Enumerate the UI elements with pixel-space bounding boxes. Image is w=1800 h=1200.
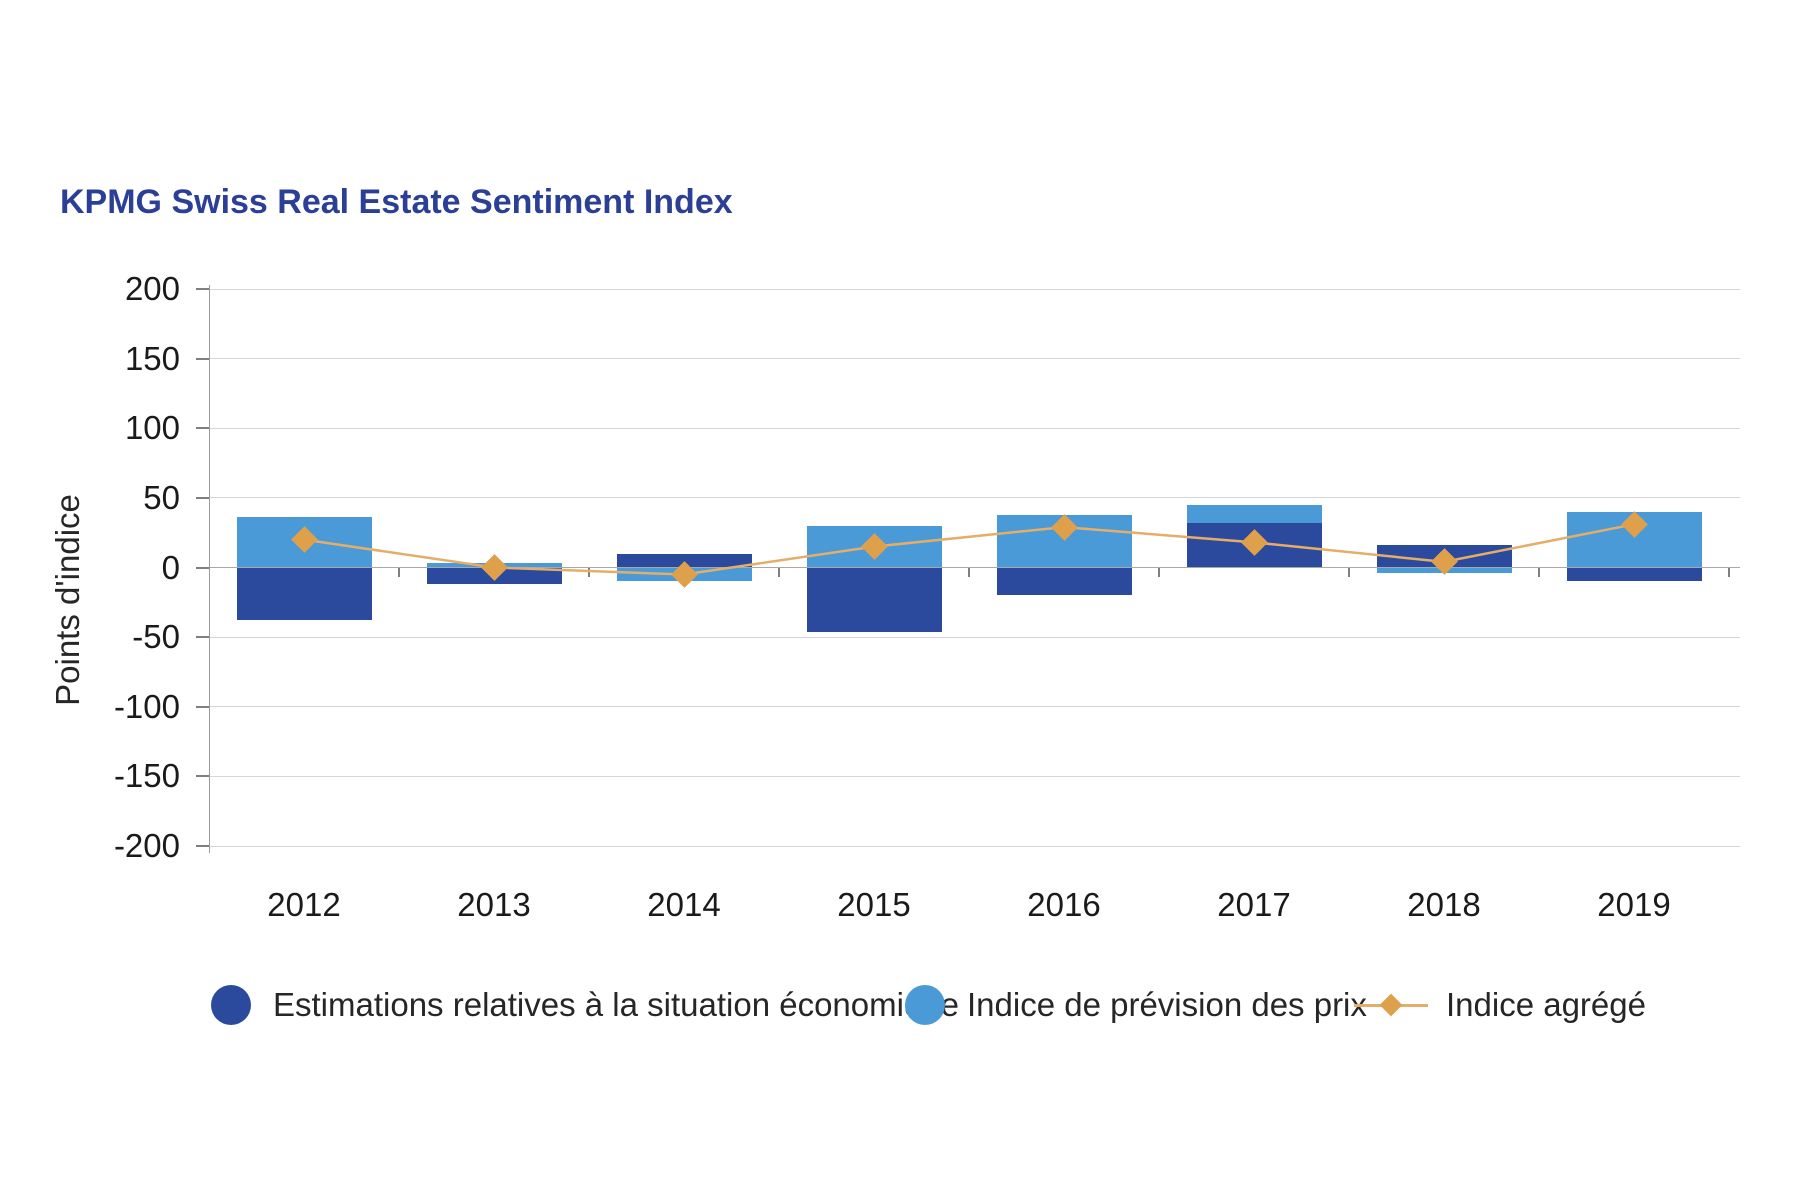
- y-axis-tick--50: [196, 636, 209, 639]
- legend: Estimations relatives à la situation éco…: [0, 982, 1800, 1028]
- y-axis-tick-50: [196, 496, 209, 499]
- zero-line-tick-4: [968, 567, 970, 577]
- y-axis-tick-100: [196, 427, 209, 430]
- zero-line-tick-2: [588, 567, 590, 577]
- y-tick-label--50: -50: [132, 618, 180, 656]
- economic-estimates-swatch: [211, 985, 251, 1025]
- zero-line-tick-8: [1728, 567, 1730, 577]
- legend-item-price-forecast: Indice de prévision des prix: [905, 982, 1367, 1028]
- chart-title: KPMG Swiss Real Estate Sentiment Index: [60, 183, 733, 221]
- y-tick-label-150: 150: [124, 339, 180, 377]
- bar-price-2017: [1186, 504, 1322, 523]
- y-axis-tick-0: [196, 566, 209, 569]
- x-label-2019: 2019: [1597, 886, 1671, 923]
- y-tick-label--200: -200: [113, 827, 180, 864]
- x-label-2014: 2014: [647, 886, 721, 923]
- gridline-150: [209, 358, 1740, 360]
- y-tick-label--100: -100: [113, 687, 180, 725]
- zero-line-tick-5: [1158, 567, 1160, 577]
- y-tick-label-200: 200: [124, 270, 180, 307]
- price-forecast-swatch: [905, 985, 945, 1025]
- legend-label-price-forecast: Indice de prévision des prix: [967, 986, 1367, 1023]
- legend-label-aggregate-index: Indice agrégé: [1446, 986, 1646, 1023]
- zero-line-tick-7: [1538, 567, 1540, 577]
- y-tick-label-100: 100: [124, 409, 180, 447]
- gridline--100: [209, 706, 1740, 708]
- y-axis-tick--200: [196, 845, 209, 847]
- bar-economic-2019: [1566, 567, 1702, 582]
- y-axis-tick-150: [196, 357, 209, 360]
- x-label-2017: 2017: [1217, 886, 1291, 923]
- gridline-200: [209, 288, 1740, 290]
- bar-economic-2015: [806, 567, 942, 632]
- y-axis-tick--150: [196, 775, 209, 778]
- y-tick-label--150: -150: [113, 757, 180, 795]
- zero-line-tick-6: [1348, 567, 1350, 577]
- legend-item-economic-estimates: Estimations relatives à la situation éco…: [211, 982, 959, 1028]
- bar-economic-2012: [236, 567, 372, 621]
- x-label-2015: 2015: [837, 886, 911, 923]
- x-label-2016: 2016: [1027, 886, 1101, 923]
- aggregate-line-swatch: [1354, 993, 1428, 1017]
- y-tick-label-0: 0: [161, 548, 180, 586]
- x-label-2018: 2018: [1407, 886, 1481, 923]
- gridline--150: [209, 775, 1740, 777]
- x-label-2012: 2012: [267, 886, 341, 923]
- bar-economic-2016: [996, 567, 1132, 596]
- gridline-50: [209, 497, 1740, 499]
- zero-line-tick-1: [398, 567, 400, 577]
- gridline--50: [209, 636, 1740, 638]
- y-axis-tick--100: [196, 705, 209, 708]
- gridline--200: [209, 845, 1740, 847]
- legend-label-economic-estimates: Estimations relatives à la situation éco…: [273, 986, 960, 1023]
- x-label-2013: 2013: [457, 886, 531, 923]
- zero-line-tick-3: [778, 567, 780, 577]
- y-axis-line: [209, 285, 210, 853]
- legend-item-aggregate-index: Indice agrégé: [1354, 982, 1646, 1028]
- aggregate-diamond-icon: [1379, 993, 1403, 1017]
- gridline-100: [209, 427, 1740, 429]
- y-axis-tick-200: [196, 288, 209, 290]
- y-tick-label-50: 50: [143, 478, 180, 516]
